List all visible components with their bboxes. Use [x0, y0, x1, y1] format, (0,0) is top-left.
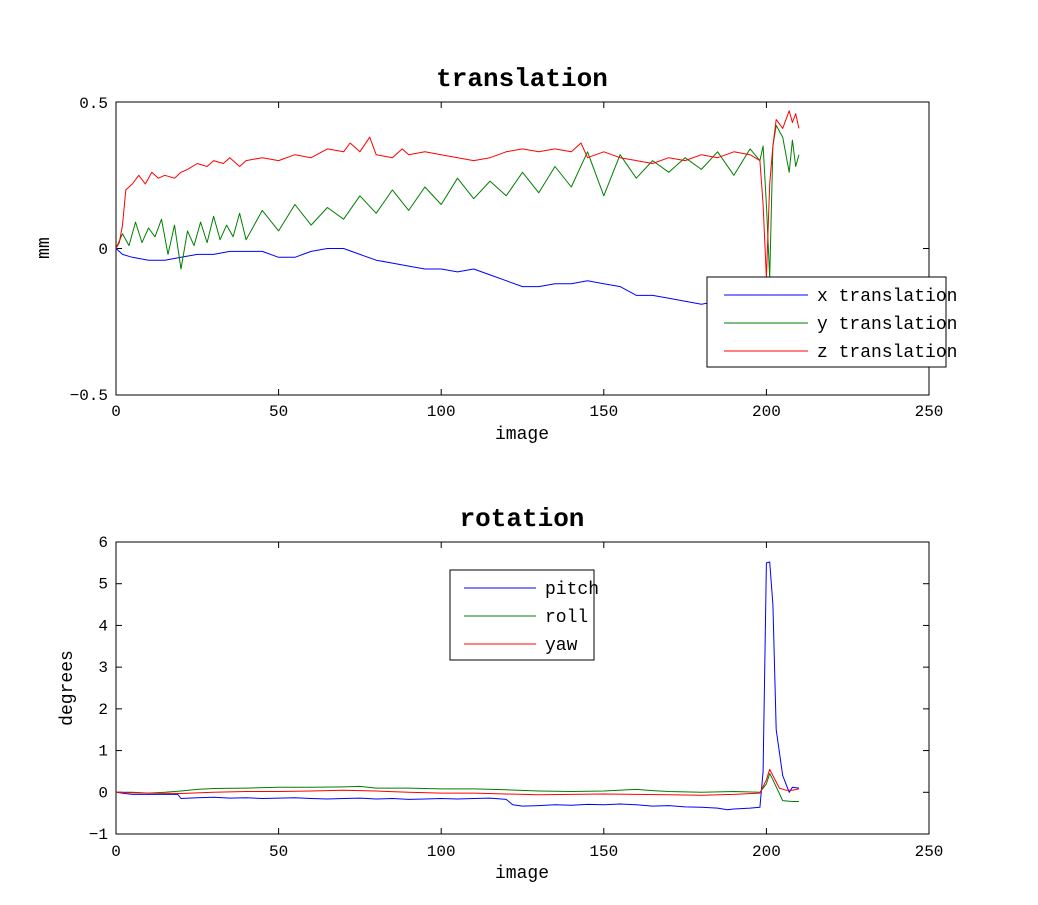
rotation-ytick-label: 4 — [98, 617, 108, 635]
rotation-ytick-label: 6 — [98, 534, 108, 552]
rotation-ytick-label: −1 — [89, 826, 108, 844]
rotation-ytick-label: 5 — [98, 576, 108, 594]
legend-label-z-translation: z translation — [817, 343, 957, 363]
legend-label-roll: roll — [545, 608, 588, 628]
translation-xtick-label: 250 — [915, 403, 944, 421]
translation-xtick-label: 200 — [752, 403, 781, 421]
legend-label-x-translation: x translation — [817, 287, 957, 307]
rotation-xtick-label: 200 — [752, 843, 781, 861]
legend-label-y-translation: y translation — [817, 315, 957, 335]
rotation-xtick-label: 50 — [269, 843, 288, 861]
translation-xtick-label: 50 — [269, 403, 288, 421]
translation-x-ticks: 0 50 100 150 200 250 — [111, 403, 943, 421]
translation-legend-box — [706, 276, 947, 368]
translation-xtick-label: 0 — [111, 403, 121, 421]
rotation-ylabel: degrees — [58, 650, 78, 726]
translation-ylabel: mm — [35, 237, 55, 259]
translation-tick-marks — [115, 101, 930, 396]
rotation-tick-marks — [115, 541, 930, 835]
translation-ytick-label: 0 — [98, 241, 108, 259]
rotation-legend-box — [449, 569, 595, 661]
rotation-ytick-label: 1 — [98, 743, 108, 761]
rotation-ytick-label: 3 — [98, 659, 108, 677]
series-line-z-translation — [115, 110, 800, 279]
rotation-xtick-label: 250 — [915, 843, 944, 861]
series-line-roll — [116, 773, 799, 802]
translation-chart: translation −0.5 0 0.5 0 50 100 150 200 … — [35, 64, 957, 445]
series-line-y-translation — [115, 124, 800, 279]
translation-legend: x translation y translation z translatio… — [706, 276, 957, 368]
translation-y-ticks: −0.5 0 0.5 — [70, 95, 108, 405]
rotation-xlabel: image — [495, 864, 549, 884]
rotation-x-ticks: 0 50 100 150 200 250 — [111, 843, 943, 861]
rotation-xtick-label: 100 — [427, 843, 456, 861]
rotation-series — [115, 561, 799, 811]
translation-title: translation — [436, 64, 608, 94]
translation-xlabel: image — [495, 425, 549, 445]
rotation-y-ticks: −1 0 1 2 3 4 5 6 — [89, 534, 108, 844]
translation-xtick-label: 150 — [589, 403, 618, 421]
rotation-ytick-label: 0 — [98, 784, 108, 802]
rotation-title: rotation — [460, 504, 585, 534]
rotation-ytick-label: 2 — [98, 701, 108, 719]
rotation-xtick-label: 0 — [111, 843, 121, 861]
series-line-yaw — [115, 768, 799, 796]
series-line-pitch — [115, 561, 799, 811]
legend-label-pitch: pitch — [545, 580, 599, 600]
rotation-xtick-label: 150 — [589, 843, 618, 861]
translation-xtick-label: 100 — [427, 403, 456, 421]
rotation-chart: rotation −1 0 1 2 3 4 5 6 0 50 100 150 2… — [58, 504, 943, 884]
translation-ytick-label: 0.5 — [79, 95, 108, 113]
translation-ytick-label: −0.5 — [70, 387, 108, 405]
legend-label-yaw: yaw — [545, 636, 578, 656]
rotation-legend: pitch roll yaw — [449, 569, 599, 661]
